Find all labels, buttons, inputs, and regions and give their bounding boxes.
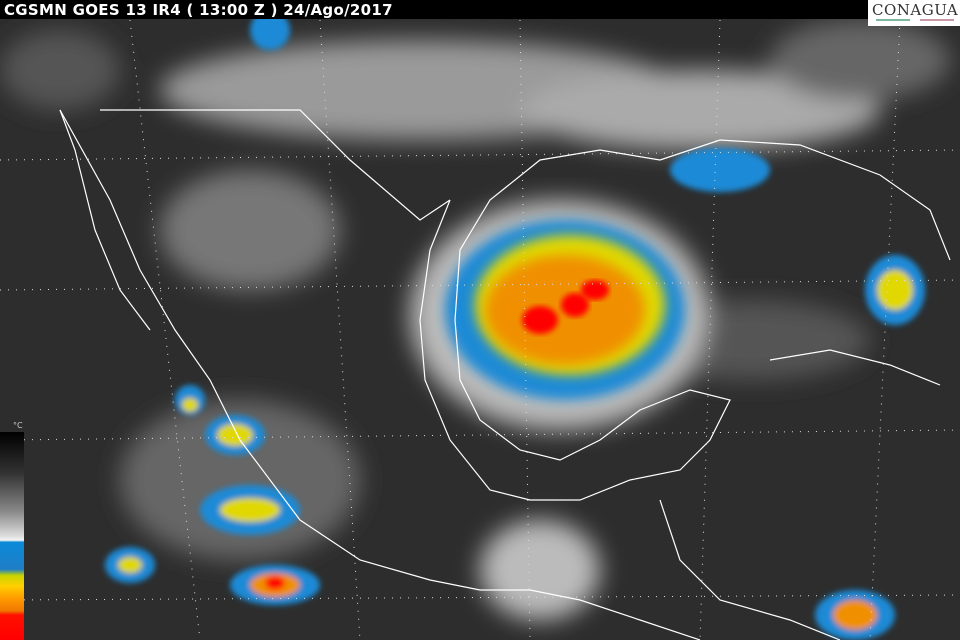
colorbar-unit: °C: [13, 421, 23, 430]
lat-lon-grid: [0, 19, 960, 640]
conagua-logo: CONAGUA: [868, 0, 960, 26]
image-title: CGSMN GOES 13 IR4 ( 13:00 Z ) 24/Ago/201…: [4, 1, 393, 19]
convection-cells: [105, 10, 925, 640]
cloud-layer: [0, 20, 950, 620]
logo-text: CONAGUA: [872, 1, 959, 19]
hurricane-harvey: [410, 200, 710, 430]
coastlines: [59, 109, 951, 640]
temperature-colorbar: [0, 432, 24, 640]
logo-line: [876, 19, 910, 21]
logo-line: [920, 19, 954, 21]
title-bar: CGSMN GOES 13 IR4 ( 13:00 Z ) 24/Ago/201…: [0, 0, 960, 19]
